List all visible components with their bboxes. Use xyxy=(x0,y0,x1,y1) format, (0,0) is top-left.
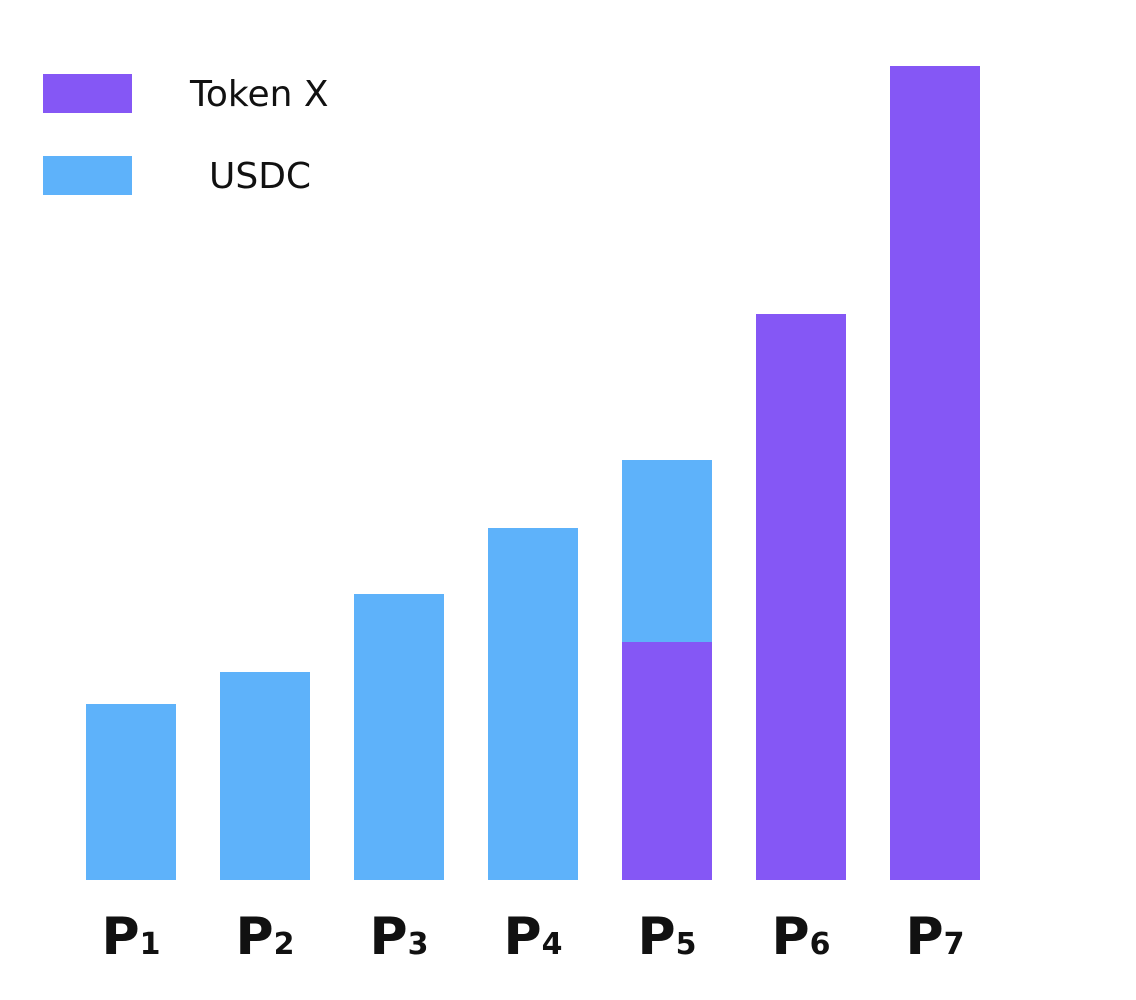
legend: Token X USDC xyxy=(43,74,329,197)
bar-p7-token-x xyxy=(890,66,980,880)
bar-p4-usdc xyxy=(488,528,578,880)
bars xyxy=(86,66,980,880)
bar-p3-usdc xyxy=(354,594,444,880)
x-tick-label: P5 xyxy=(638,907,697,967)
bar-p1-usdc xyxy=(86,704,176,880)
legend-label: Token X xyxy=(189,74,329,115)
legend-label: USDC xyxy=(209,156,311,197)
x-tick-label: P6 xyxy=(772,907,831,967)
x-tick-label: P7 xyxy=(906,907,965,967)
x-tick-label: P4 xyxy=(504,907,563,967)
x-axis-ticks: P1 P2 P3 P4 P5 P6 P7 xyxy=(102,907,965,967)
x-tick-label: P1 xyxy=(102,907,161,967)
bar-p6-token-x xyxy=(756,314,846,880)
bar-p5-token-x xyxy=(622,642,712,880)
bar-p2-usdc xyxy=(220,672,310,880)
bar-p5-usdc xyxy=(622,460,712,642)
x-tick-label: P2 xyxy=(236,907,295,967)
legend-swatch xyxy=(43,74,132,113)
x-tick-label: P3 xyxy=(370,907,429,967)
legend-swatch xyxy=(43,156,132,195)
